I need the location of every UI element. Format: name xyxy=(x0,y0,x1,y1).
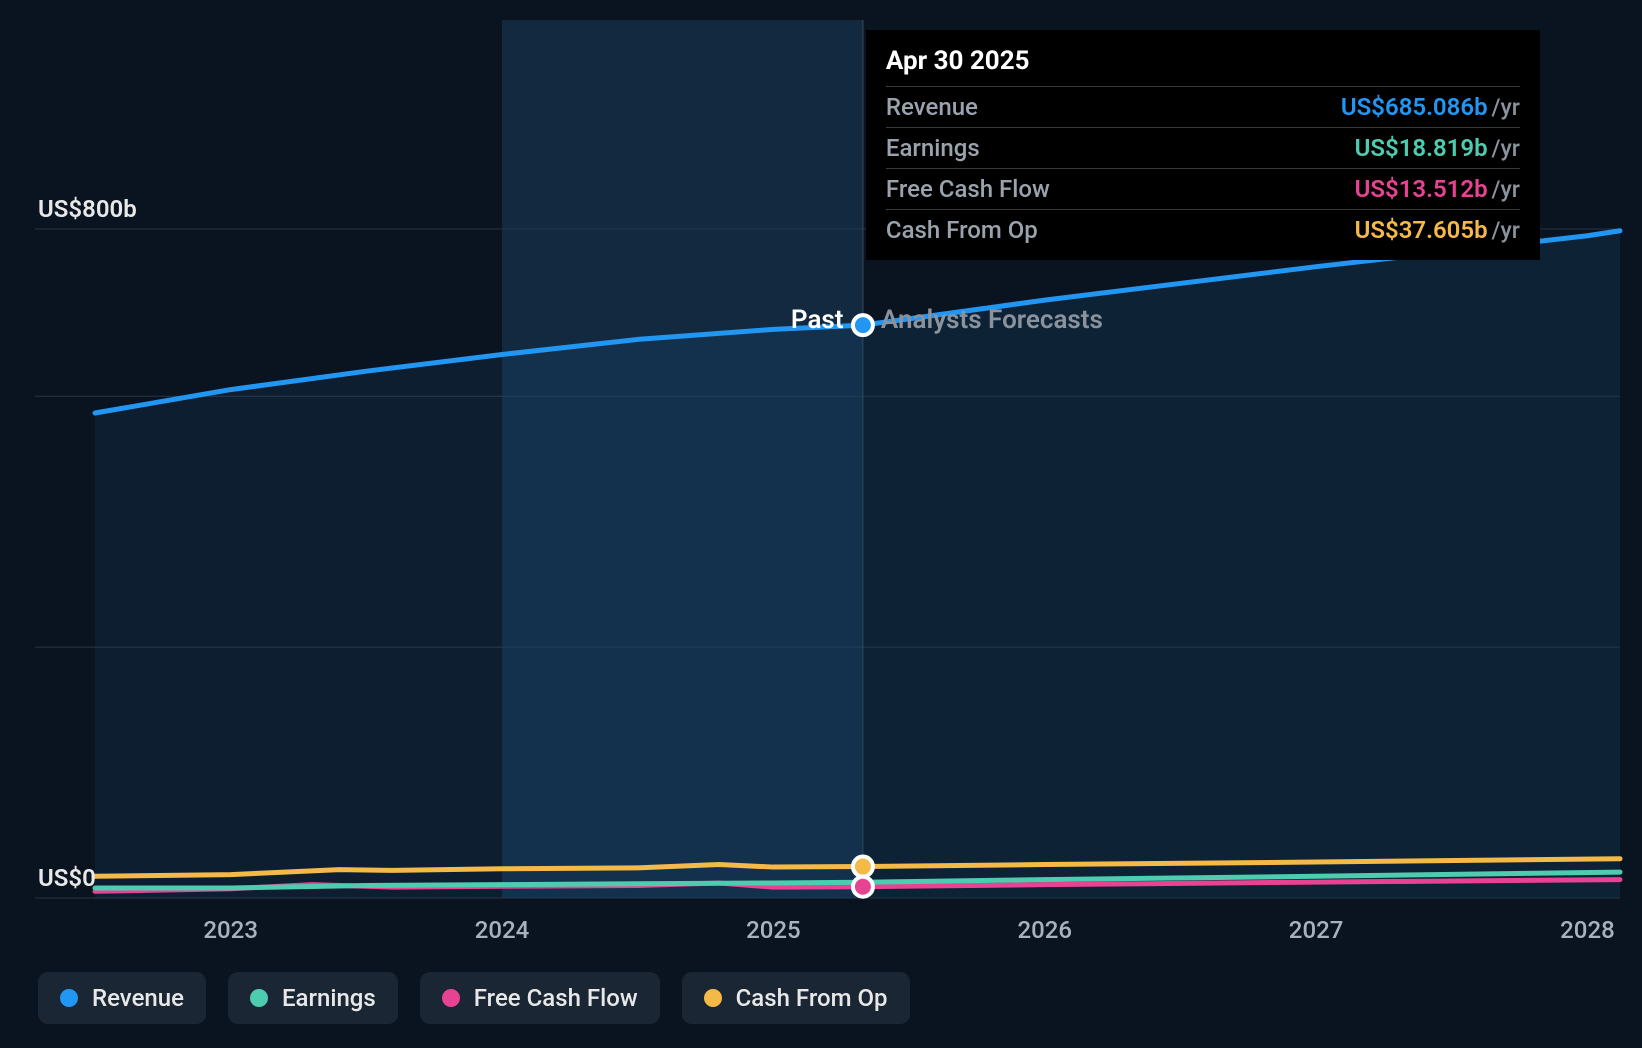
x-axis-label: 2024 xyxy=(475,916,530,944)
x-axis-label: 2028 xyxy=(1560,916,1615,944)
legend-label: Cash From Op xyxy=(736,984,888,1012)
tooltip-value: US$18.819b xyxy=(1355,134,1488,162)
tooltip-value: US$685.086b xyxy=(1341,93,1488,121)
x-axis-label: 2026 xyxy=(1017,916,1072,944)
tooltip-value: US$13.512b xyxy=(1355,175,1488,203)
tooltip-unit: /yr xyxy=(1492,94,1520,121)
past-section-label: Past xyxy=(791,305,844,335)
x-axis-label: 2023 xyxy=(203,916,258,944)
legend-item-fcf[interactable]: Free Cash Flow xyxy=(420,972,660,1024)
tooltip-label: Cash From Op xyxy=(886,216,1038,244)
x-axis-label: 2025 xyxy=(746,916,801,944)
forecast-section-label: Analysts Forecasts xyxy=(881,305,1103,335)
tooltip-label: Revenue xyxy=(886,93,978,121)
legend-dot-icon xyxy=(250,989,268,1007)
tooltip-label: Free Cash Flow xyxy=(886,175,1050,203)
tooltip-unit: /yr xyxy=(1492,176,1520,203)
legend-label: Earnings xyxy=(282,984,376,1012)
legend-dot-icon xyxy=(442,989,460,1007)
legend-dot-icon xyxy=(704,989,722,1007)
financial-chart: US$800b US$0 2023 2024 2025 2026 2027 20… xyxy=(0,0,1642,1048)
legend-label: Revenue xyxy=(92,984,184,1012)
y-axis-label: US$0 xyxy=(38,864,96,892)
legend-item-cfo[interactable]: Cash From Op xyxy=(682,972,910,1024)
tooltip-unit: /yr xyxy=(1492,135,1520,162)
tooltip-row-earnings: Earnings US$18.819b /yr xyxy=(886,127,1520,168)
tooltip-row-fcf: Free Cash Flow US$13.512b /yr xyxy=(886,168,1520,209)
legend-dot-icon xyxy=(60,989,78,1007)
tooltip-row-revenue: Revenue US$685.086b /yr xyxy=(886,86,1520,127)
legend: Revenue Earnings Free Cash Flow Cash Fro… xyxy=(38,972,910,1024)
tooltip-row-cfo: Cash From Op US$37.605b /yr xyxy=(886,209,1520,250)
tooltip-value: US$37.605b xyxy=(1355,216,1488,244)
hover-tooltip: Apr 30 2025 Revenue US$685.086b /yr Earn… xyxy=(866,30,1540,260)
legend-item-revenue[interactable]: Revenue xyxy=(38,972,206,1024)
x-axis-label: 2027 xyxy=(1289,916,1344,944)
legend-label: Free Cash Flow xyxy=(474,984,638,1012)
y-axis-label: US$800b xyxy=(38,195,137,223)
legend-item-earnings[interactable]: Earnings xyxy=(228,972,398,1024)
tooltip-unit: /yr xyxy=(1492,217,1520,244)
tooltip-label: Earnings xyxy=(886,134,980,162)
tooltip-date: Apr 30 2025 xyxy=(886,46,1520,86)
